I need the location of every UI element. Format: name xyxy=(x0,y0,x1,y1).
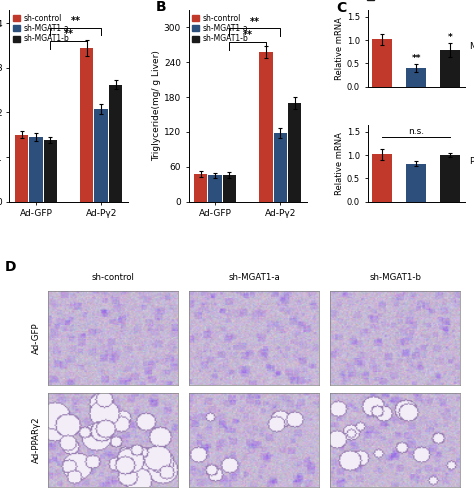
Bar xyxy=(273,133,287,202)
Text: PPARγ2: PPARγ2 xyxy=(469,157,474,166)
Bar xyxy=(94,109,108,202)
Bar xyxy=(80,48,93,202)
Bar xyxy=(288,103,301,202)
Bar xyxy=(29,137,43,202)
Legend: sh-control, sh-MGAT1-a, sh-MGAT1-b: sh-control, sh-MGAT1-a, sh-MGAT1-b xyxy=(367,0,422,1)
Text: MGAT1: MGAT1 xyxy=(469,42,474,51)
Text: C: C xyxy=(337,0,347,15)
Text: *: * xyxy=(448,33,453,42)
Text: B: B xyxy=(155,0,166,14)
Text: sh-MGAT1-a: sh-MGAT1-a xyxy=(228,273,280,283)
Bar xyxy=(259,52,273,202)
Text: **: ** xyxy=(71,16,81,26)
Bar xyxy=(194,174,207,202)
Y-axis label: Relative mRNA: Relative mRNA xyxy=(335,132,344,195)
Text: Ad-PPARγ2: Ad-PPARγ2 xyxy=(32,417,41,463)
Bar xyxy=(440,155,460,202)
Bar xyxy=(44,140,57,202)
Text: **: ** xyxy=(411,54,421,63)
Bar xyxy=(223,175,236,202)
Bar xyxy=(372,154,392,202)
Text: D: D xyxy=(5,260,17,274)
Bar xyxy=(406,164,426,202)
Text: sh-control: sh-control xyxy=(91,273,135,283)
Bar xyxy=(208,175,222,202)
Text: **: ** xyxy=(243,30,253,40)
Text: **: ** xyxy=(250,17,260,27)
Bar xyxy=(109,85,122,202)
Text: Ad-GFP: Ad-GFP xyxy=(32,322,41,354)
Bar xyxy=(406,68,426,86)
Legend: sh-control, sh-MGAT1-a, sh-MGAT1-b: sh-control, sh-MGAT1-a, sh-MGAT1-b xyxy=(192,14,248,43)
Bar xyxy=(372,39,392,86)
Y-axis label: Triglyceride(mg/ g Liver): Triglyceride(mg/ g Liver) xyxy=(152,50,161,161)
Text: n.s.: n.s. xyxy=(408,127,424,136)
Text: sh-MGAT1-b: sh-MGAT1-b xyxy=(369,273,421,283)
Bar xyxy=(15,135,28,202)
Y-axis label: Relative mRNA: Relative mRNA xyxy=(335,17,344,80)
Bar xyxy=(440,50,460,86)
Legend: sh-control, sh-MGAT1-a, sh-MGAT1-b: sh-control, sh-MGAT1-a, sh-MGAT1-b xyxy=(13,14,69,43)
Text: **: ** xyxy=(64,29,73,39)
